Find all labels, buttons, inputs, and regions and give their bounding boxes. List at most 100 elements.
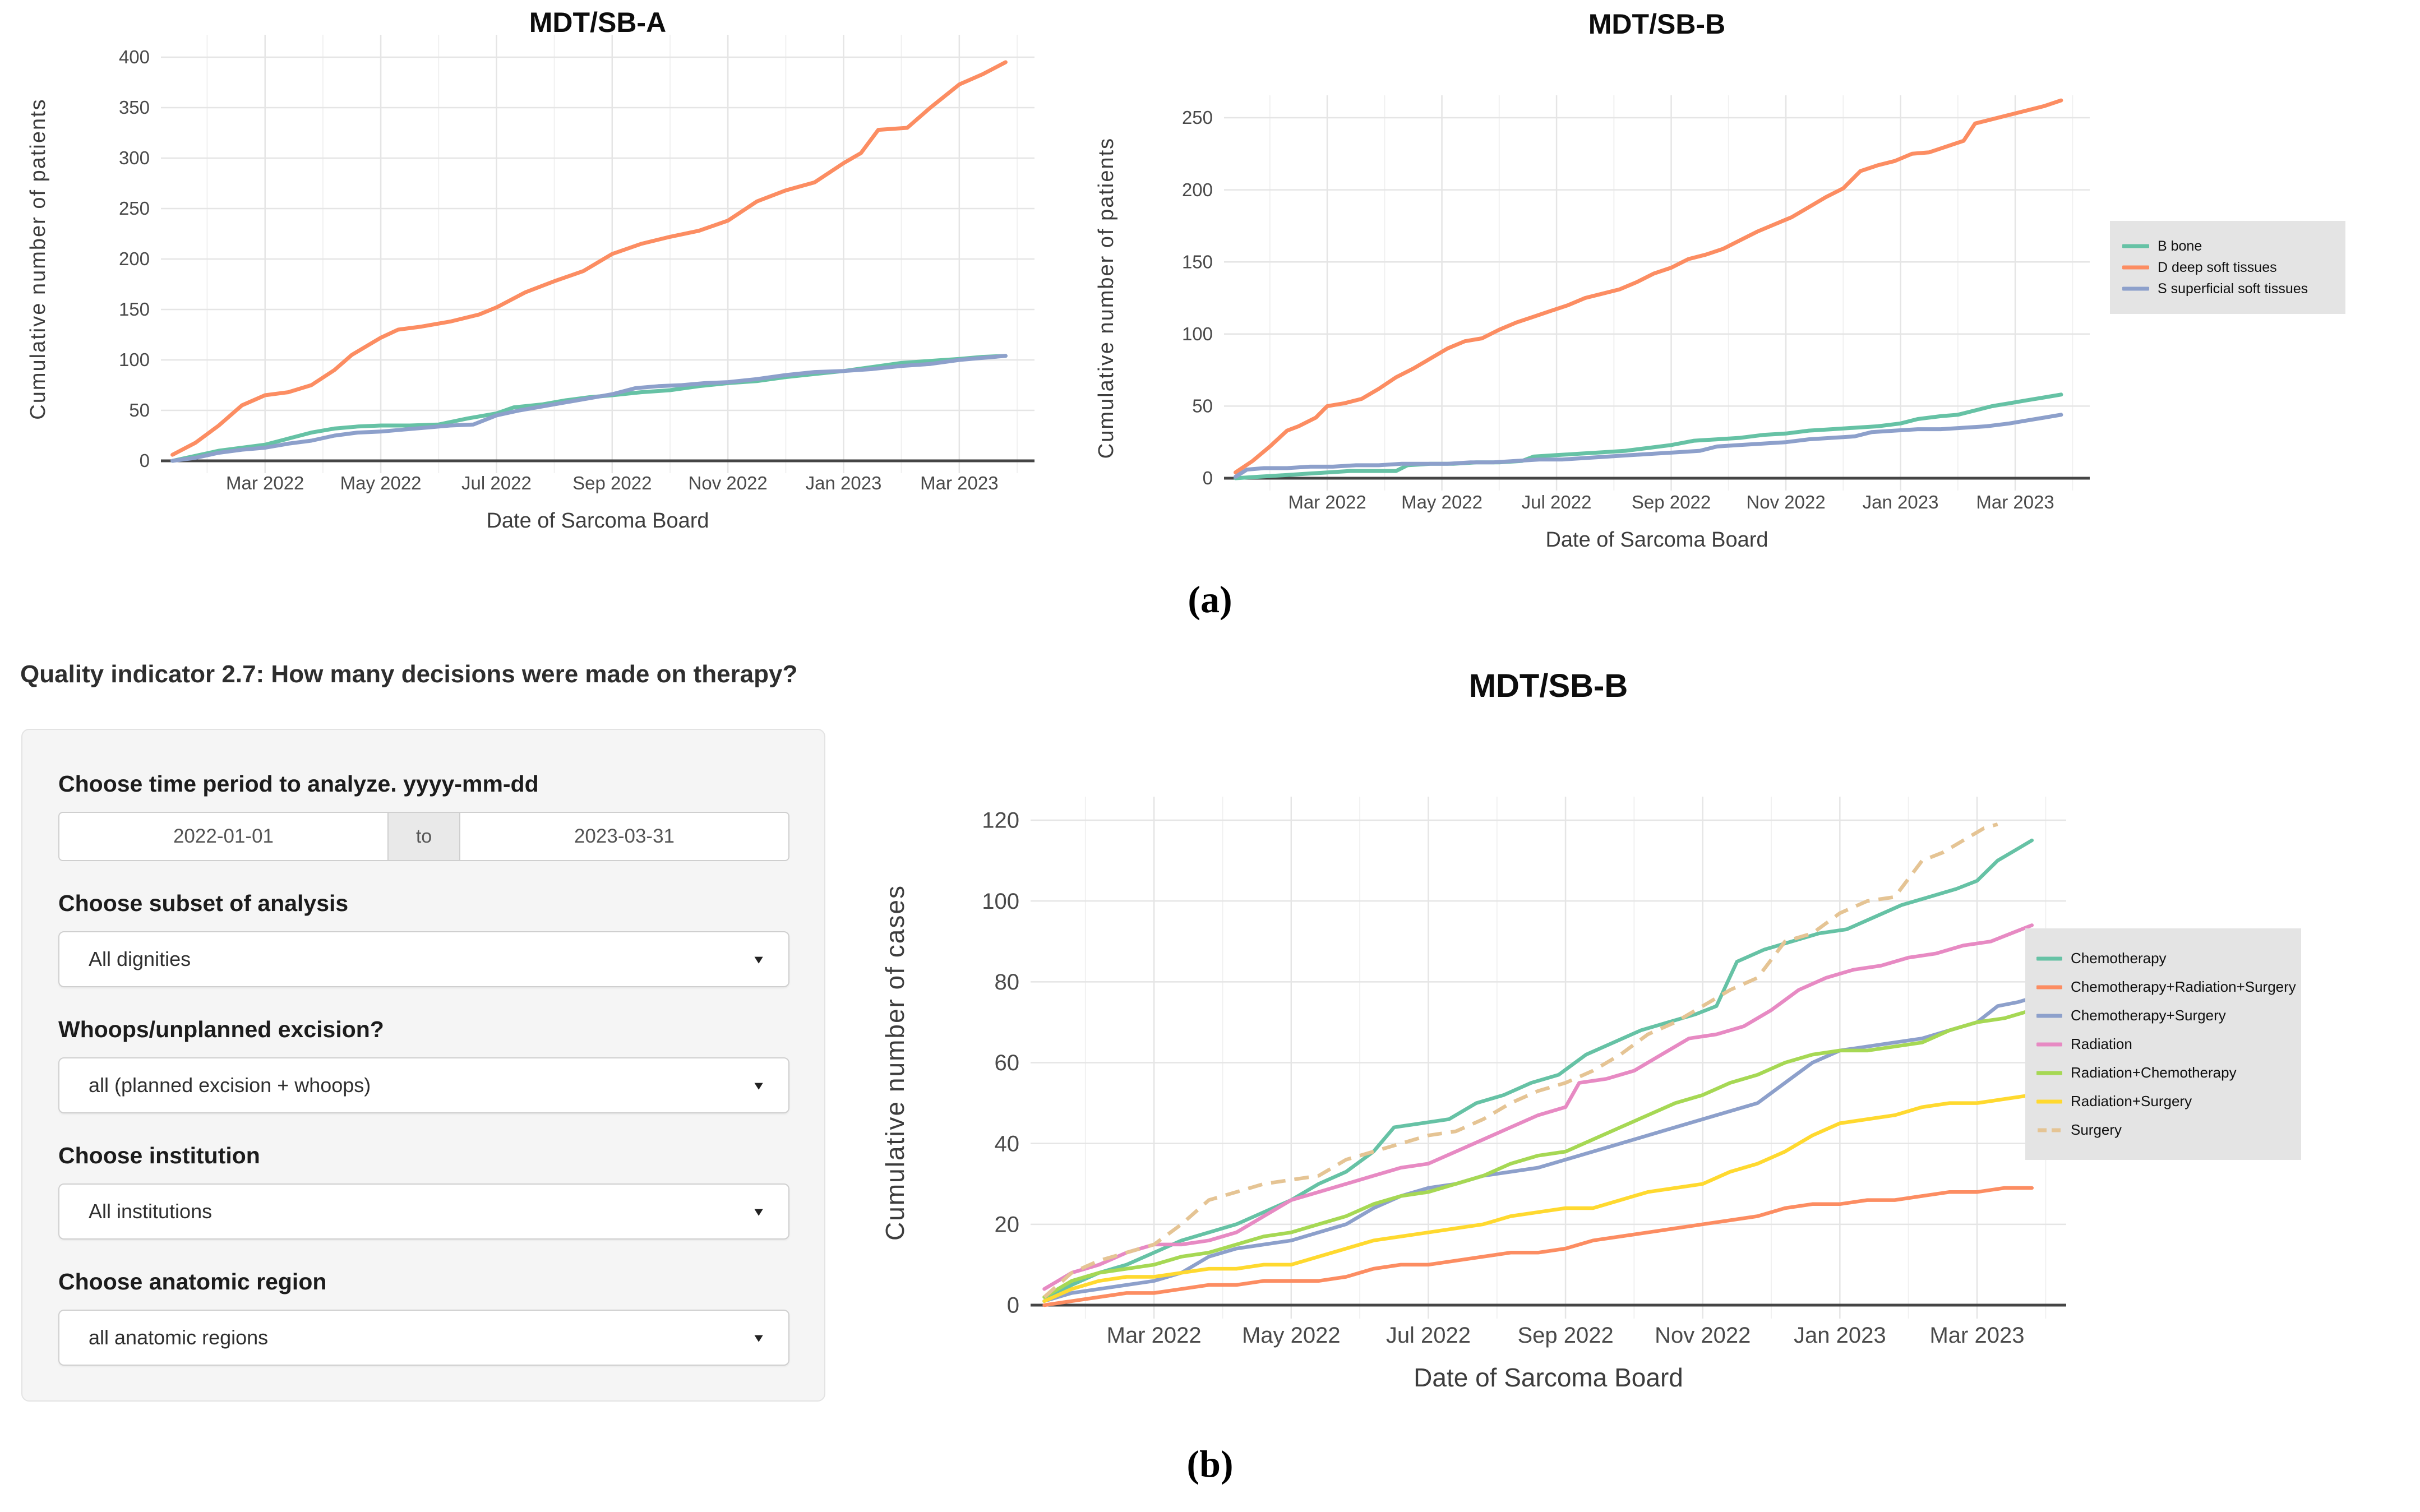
legend-item: Surgery	[2036, 1116, 2290, 1144]
time-period-label: Choose time period to analyze. yyyy-mm-d…	[58, 771, 539, 797]
series-line-chemotherapy	[1042, 838, 2034, 1303]
x-axis-title: Date of Sarcoma Board	[1414, 1363, 1683, 1392]
svg-text:100: 100	[119, 349, 150, 370]
subset-label: Choose subset of analysis	[58, 890, 349, 916]
chevron-down-icon: ▼	[751, 952, 766, 966]
date-range-separator: to	[387, 812, 460, 861]
whoops-select[interactable]: all (planned excision + whoops) ▼	[58, 1057, 789, 1113]
legend-therapy-types: Chemotherapy Chemotherapy+Radiation+Surge…	[2025, 928, 2301, 1160]
institution-select[interactable]: All institutions ▼	[58, 1183, 789, 1240]
legend-swatch	[2036, 956, 2062, 960]
svg-text:Mar 2022: Mar 2022	[1107, 1323, 1202, 1348]
svg-text:Mar 2023: Mar 2023	[920, 473, 998, 493]
legend-label: B bone	[2158, 238, 2202, 254]
institution-label: Choose institution	[58, 1143, 260, 1168]
select-value: All dignities	[89, 947, 191, 970]
x-tick-labels: Mar 2022 May 2022 Jul 2022 Sep 2022 Nov 2022…	[1107, 1323, 2025, 1348]
legend-item: B bone	[2122, 235, 2333, 257]
chart-title: MDT/SB-B	[1469, 668, 1628, 704]
chart-svg-mdt-sb-b-therapy-decisions: MDT/SB-B 0 20 40 60 80 100 120 Mar 2022 May 2022 J…	[880, 668, 2066, 1392]
svg-text:Nov 2022: Nov 2022	[1655, 1323, 1751, 1348]
legend-item: Radiation+Surgery	[2036, 1087, 2290, 1116]
svg-text:200: 200	[1182, 179, 1213, 200]
svg-text:Sep 2022: Sep 2022	[1517, 1323, 1613, 1348]
legend-item: Radiation+Chemotherapy	[2036, 1058, 2290, 1087]
series-line-radiation-surgery	[1042, 1093, 2034, 1303]
x-axis-title: Date of Sarcoma Board	[1545, 528, 1768, 552]
chevron-down-icon: ▼	[751, 1078, 766, 1092]
legend-label: D deep soft tissues	[2158, 259, 2277, 275]
svg-text:0: 0	[1007, 1293, 1019, 1318]
date-range-input: 2022-01-01 to 2023-03-31	[58, 812, 789, 861]
date-end-input[interactable]: 2023-03-31	[460, 812, 789, 861]
legend-swatch	[2122, 265, 2149, 270]
series-line-s-superficial-soft-tissues	[170, 354, 1008, 463]
y-tick-labels: 0 20 40 60 80 100 120	[982, 808, 1019, 1318]
legend-swatch	[2036, 1014, 2062, 1018]
select-value: All institutions	[89, 1200, 213, 1223]
series-line-b-bone	[170, 354, 1008, 463]
gridlines	[161, 35, 1034, 473]
svg-text:Nov 2022: Nov 2022	[689, 473, 768, 493]
x-tick-labels: Mar 2022 May 2022 Jul 2022 Sep 2022 Nov 2022…	[1288, 492, 2054, 512]
legend-tissue-types: B bone D deep soft tissues S superficial s…	[2110, 221, 2345, 314]
svg-text:400: 400	[119, 47, 150, 67]
legend-label: Surgery	[2071, 1121, 2122, 1138]
svg-text:80: 80	[995, 970, 1020, 995]
question-heading: Quality indicator 2.7: How many decision…	[20, 660, 798, 688]
date-start-input[interactable]: 2022-01-01	[58, 812, 387, 861]
svg-text:200: 200	[119, 248, 150, 269]
svg-text:100: 100	[982, 889, 1019, 914]
svg-text:Mar 2023: Mar 2023	[1976, 492, 2054, 512]
svg-text:Jan 2023: Jan 2023	[1863, 492, 1939, 512]
series-line-surgery	[1043, 822, 1998, 1299]
select-value: all anatomic regions	[89, 1326, 269, 1349]
chart-svg-mdt-sb-a-patients: MDT/SB-A 0 50 100 150 200 250 300 350 400 Mar 2022…	[26, 7, 1034, 533]
anatomic-region-select[interactable]: all anatomic regions ▼	[58, 1310, 789, 1366]
svg-text:150: 150	[1182, 251, 1213, 272]
svg-text:May 2022: May 2022	[1242, 1323, 1341, 1348]
filter-panel: Choose time period to analyze. yyyy-mm-d…	[21, 729, 825, 1402]
y-axis-title: Cumulative number of patients	[26, 98, 50, 419]
legend-item: Chemotherapy+Surgery	[2036, 1001, 2290, 1030]
whoops-label: Whoops/unplanned excision?	[58, 1016, 384, 1042]
svg-text:Jan 2023: Jan 2023	[806, 473, 882, 493]
series-line-s-superficial-soft-tissues	[1234, 413, 2063, 479]
legend-swatch	[2036, 1042, 2062, 1046]
svg-text:May 2022: May 2022	[1401, 492, 1483, 512]
select-value: all (planned excision + whoops)	[89, 1074, 371, 1097]
svg-text:100: 100	[1182, 323, 1213, 344]
legend-label: Radiation+Surgery	[2071, 1093, 2192, 1109]
svg-text:20: 20	[995, 1212, 1020, 1237]
svg-text:May 2022: May 2022	[340, 473, 422, 493]
legend-item: Chemotherapy	[2036, 944, 2290, 973]
chart-svg-mdt-sb-b-patients: MDT/SB-B 0 50 100 150 200 250 Mar 2022 May 2022 J…	[1094, 8, 2090, 552]
legend-item: Chemotherapy+Radiation+Surgery	[2036, 973, 2296, 1001]
subset-select[interactable]: All dignities ▼	[58, 931, 789, 987]
chart-mdt-sb-b-therapy: MDT/SB-B 0 20 40 60 80 100 120 Mar 2022 May 2022 J…	[863, 653, 2097, 1432]
legend-swatch	[2122, 286, 2149, 291]
series-line-d-deep-soft-tissues	[170, 60, 1008, 457]
svg-text:350: 350	[119, 97, 150, 118]
figure-label-b: (b)	[1186, 1442, 1234, 1485]
svg-text:0: 0	[140, 450, 150, 471]
legend-item: Radiation	[2036, 1030, 2290, 1058]
svg-text:60: 60	[995, 1051, 1020, 1075]
svg-text:0: 0	[1203, 468, 1213, 488]
legend-swatch	[2036, 985, 2062, 989]
y-tick-labels: 0 50 100 150 200 250	[1182, 107, 1213, 488]
svg-text:Mar 2022: Mar 2022	[226, 473, 304, 493]
legend-label: Chemotherapy	[2071, 950, 2167, 967]
legend-swatch	[2038, 1128, 2061, 1132]
y-tick-labels: 0 50 100 150 200 250 300 350 400	[119, 47, 150, 471]
svg-text:Sep 2022: Sep 2022	[1632, 492, 1711, 512]
legend-swatch	[2036, 1099, 2062, 1103]
svg-text:300: 300	[119, 147, 150, 168]
y-axis-title: Cumulative number of patients	[1094, 137, 1118, 459]
chart-title: MDT/SB-A	[529, 7, 666, 38]
svg-text:150: 150	[119, 299, 150, 320]
legend-swatch	[2122, 244, 2149, 248]
series-line-b-bone	[1234, 392, 2063, 480]
y-axis-title: Cumulative number of cases	[880, 885, 909, 1241]
